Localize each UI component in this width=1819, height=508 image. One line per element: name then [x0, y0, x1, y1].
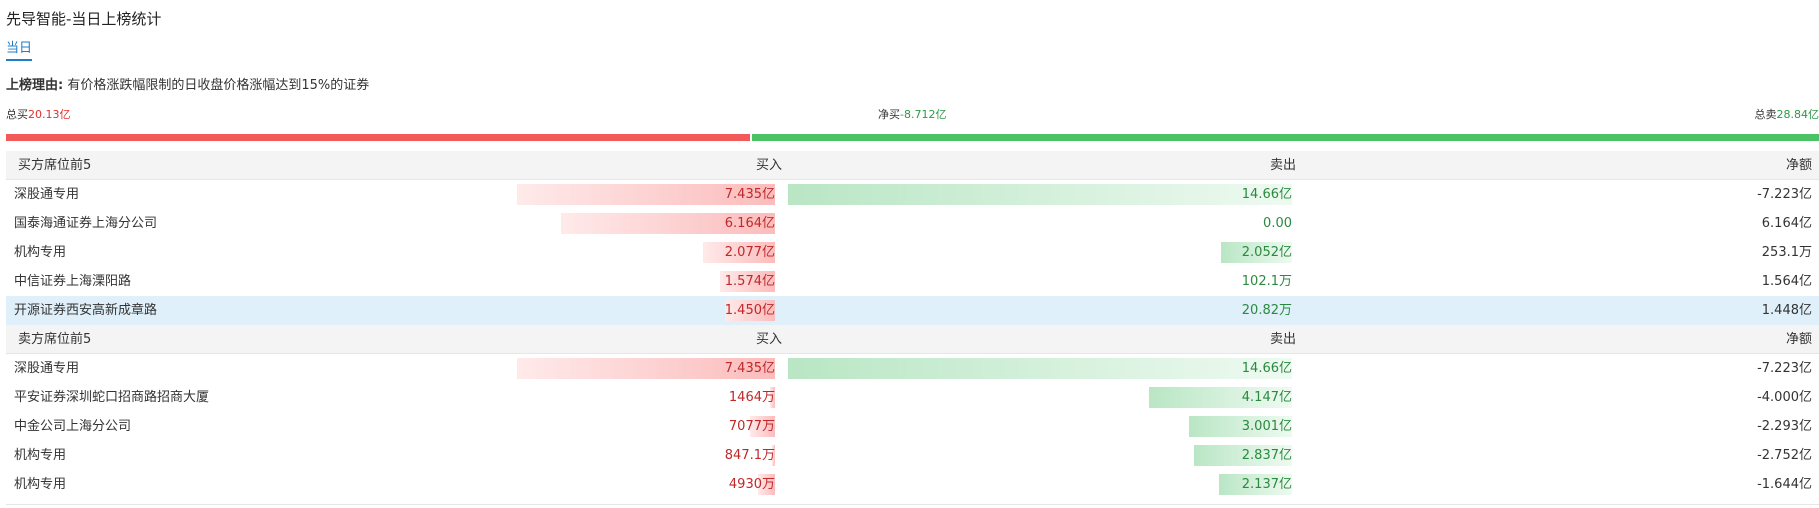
seat-name: 深股通专用 — [14, 361, 80, 376]
seat-name: 中金公司上海分公司 — [14, 419, 132, 434]
label: 总卖 — [1754, 108, 1777, 121]
page-title: 先导智能-当日上榜统计 — [6, 10, 162, 28]
reason-text: 有价格涨跌幅限制的日收盘价格涨幅达到15%的证券 — [67, 78, 370, 93]
buy-value: 2.077亿 — [724, 245, 775, 260]
seat-name: 深股通专用 — [14, 187, 80, 202]
buy-share — [6, 134, 751, 141]
value: -8.712亿 — [900, 108, 947, 121]
sell-value: 2.837亿 — [1241, 448, 1292, 463]
buy-value: 1.450亿 — [724, 303, 775, 318]
label: 净买 — [878, 108, 900, 121]
net-value: -7.223亿 — [1757, 187, 1812, 202]
buy-value: 4930万 — [728, 477, 775, 492]
buy-bar — [772, 445, 775, 466]
section-title: 卖方席位前5 — [18, 332, 92, 347]
sell-value: 2.137亿 — [1241, 477, 1292, 492]
sell-bar — [1188, 416, 1292, 437]
sell-bar — [1194, 445, 1292, 466]
buy-bar — [517, 358, 775, 379]
sell-value: 2.052亿 — [1241, 245, 1292, 260]
buy-bar — [702, 242, 775, 263]
table-row: 中信证券上海溧阳路 1.574亿 102.1万 1.564亿 — [6, 267, 1819, 296]
sell-bar — [1221, 242, 1292, 263]
section-header: 买方席位前5 买入 卖出 净额 — [6, 151, 1819, 180]
total-buy: 总买20.13亿 — [6, 106, 71, 122]
net-value: 1.448亿 — [1761, 303, 1812, 318]
sell-bar — [1149, 387, 1292, 408]
reason-label: 上榜理由: — [6, 78, 64, 93]
buy-value: 7077万 — [728, 419, 775, 434]
table-row: 国泰海通证券上海分公司 6.164亿 0.00 6.164亿 — [6, 209, 1819, 238]
seat-name: 机构专用 — [14, 245, 67, 260]
column-header: 卖出 — [1269, 332, 1296, 347]
sell-bar — [1218, 474, 1292, 495]
net-value: 1.564亿 — [1761, 274, 1812, 289]
sell-value: 14.66亿 — [1241, 187, 1292, 202]
buy-value: 1464万 — [728, 390, 775, 405]
value: 20.13亿 — [28, 108, 71, 121]
buy-value: 1.574亿 — [724, 274, 775, 289]
buy-bar — [720, 271, 775, 292]
label: 总买 — [6, 108, 28, 121]
sell-value: 20.82万 — [1241, 303, 1292, 318]
buy-bar — [724, 300, 775, 321]
table-row: 深股通专用 7.435亿 14.66亿 -7.223亿 — [6, 354, 1819, 383]
sell-share — [752, 134, 1819, 141]
sell-value: 4.147亿 — [1241, 390, 1292, 405]
column-header: 买入 — [755, 332, 782, 347]
net-value: -7.223亿 — [1757, 361, 1812, 376]
buy-value: 6.164亿 — [724, 216, 775, 231]
table-row: 深股通专用 7.435亿 14.66亿 -7.223亿 — [6, 180, 1819, 209]
net-buy: 净买-8.712亿 — [878, 106, 946, 122]
table-row: 中金公司上海分公司 7077万 3.001亿 -2.293亿 — [6, 412, 1819, 441]
table-row: 开源证券西安高新成章路 1.450亿 20.82万 1.448亿 — [6, 296, 1819, 325]
buy-bar — [561, 213, 775, 234]
net-value: -2.752亿 — [1757, 448, 1812, 463]
value: 28.84亿 — [1776, 108, 1819, 121]
buy-bar — [769, 387, 775, 408]
buy-bar — [757, 474, 775, 495]
buy-value: 7.435亿 — [724, 361, 775, 376]
section-header: 卖方席位前5 买入 卖出 净额 — [6, 325, 1819, 354]
net-value: -2.293亿 — [1757, 419, 1812, 434]
summary-bar — [6, 134, 1819, 141]
reason: 上榜理由: 有价格涨跌幅限制的日收盘价格涨幅达到15%的证券 — [6, 74, 369, 93]
column-header: 净额 — [1785, 332, 1812, 347]
divider — [6, 504, 1819, 505]
sell-value: 0.00 — [1263, 216, 1292, 231]
buy-bar — [750, 416, 775, 437]
column-header: 卖出 — [1269, 158, 1296, 173]
section-title: 买方席位前5 — [18, 158, 92, 173]
column-header: 买入 — [755, 158, 782, 173]
seat-name: 平安证券深圳蛇口招商路招商大厦 — [14, 390, 210, 405]
seat-name: 开源证券西安高新成章路 — [14, 303, 158, 318]
net-value: -4.000亿 — [1757, 390, 1812, 405]
buy-value: 847.1万 — [724, 448, 775, 463]
seat-name: 机构专用 — [14, 448, 67, 463]
sell-bar — [788, 184, 1292, 205]
column-header: 净额 — [1785, 158, 1812, 173]
table-row: 机构专用 847.1万 2.837亿 -2.752亿 — [6, 441, 1819, 470]
sell-bar — [788, 358, 1292, 379]
buy-value: 7.435亿 — [724, 187, 775, 202]
table-row: 平安证券深圳蛇口招商路招商大厦 1464万 4.147亿 -4.000亿 — [6, 383, 1819, 412]
seat-name: 中信证券上海溧阳路 — [14, 274, 132, 289]
buy-bar — [517, 184, 775, 205]
total-sell: 总卖28.84亿 — [1755, 106, 1819, 122]
seat-name: 机构专用 — [14, 477, 67, 492]
table-row: 机构专用 2.077亿 2.052亿 253.1万 — [6, 238, 1819, 267]
table-row: 机构专用 4930万 2.137亿 -1.644亿 — [6, 470, 1819, 499]
sell-value: 102.1万 — [1241, 274, 1292, 289]
tab[interactable]: 当日 — [6, 37, 33, 61]
net-value: -1.644亿 — [1757, 477, 1812, 492]
net-value: 6.164亿 — [1761, 216, 1812, 231]
sell-value: 3.001亿 — [1241, 419, 1292, 434]
net-value: 253.1万 — [1761, 245, 1812, 260]
seat-name: 国泰海通证券上海分公司 — [14, 216, 158, 231]
sell-value: 14.66亿 — [1241, 361, 1292, 376]
